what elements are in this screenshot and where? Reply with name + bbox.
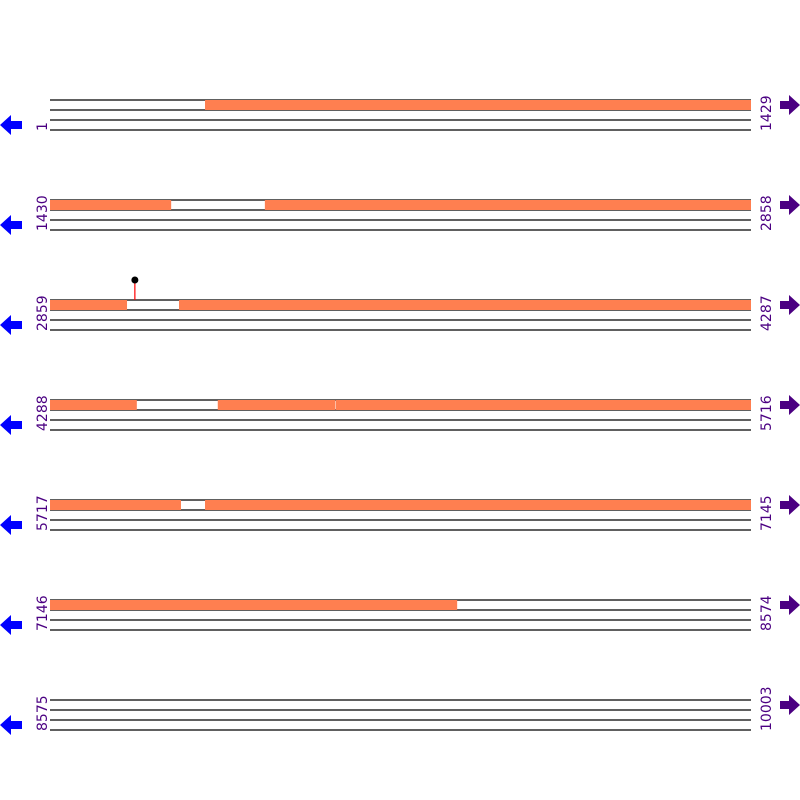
row-start-label: 8575: [35, 695, 51, 731]
row-start-label: 7146: [35, 595, 51, 631]
arrow-right-icon[interactable]: [780, 195, 800, 215]
feature-block[interactable]: [205, 500, 751, 510]
sequence-row: 5717 7145: [0, 495, 800, 535]
feature-block[interactable]: [50, 600, 458, 610]
feature-block[interactable]: [50, 200, 172, 210]
arrow-left-icon[interactable]: [0, 215, 22, 235]
arrow-left-icon[interactable]: [0, 715, 22, 735]
arrow-right-icon[interactable]: [780, 95, 800, 115]
row-start-label: 1430: [35, 195, 51, 231]
arrow-left-icon[interactable]: [0, 515, 22, 535]
sequence-row: 1 1429: [0, 95, 800, 135]
arrow-left-icon[interactable]: [0, 315, 22, 335]
row-end-label: 10003: [759, 686, 775, 731]
feature-block[interactable]: [50, 400, 137, 410]
row-end-label: 7145: [759, 495, 775, 531]
arrow-left-icon[interactable]: [0, 615, 22, 635]
feature-block[interactable]: [205, 100, 751, 110]
feature-block[interactable]: [50, 500, 181, 510]
row-end-label: 1429: [759, 95, 775, 131]
sequence-row: 2859 4287: [0, 276, 800, 335]
row-start-label: 5717: [35, 495, 51, 531]
row-start-label: 2859: [35, 295, 51, 331]
feature-block[interactable]: [264, 200, 751, 210]
arrow-right-icon[interactable]: [780, 495, 800, 515]
row-end-label: 4287: [759, 295, 775, 331]
feature-block[interactable]: [50, 300, 128, 310]
row-end-label: 8574: [759, 595, 775, 631]
row-start-label: 4288: [35, 395, 51, 431]
row-end-label: 2858: [759, 195, 775, 231]
sequence-row: 1430 2858: [0, 195, 800, 235]
sequence-row: 4288 5716: [0, 395, 800, 435]
arrow-right-icon[interactable]: [780, 595, 800, 615]
row-start-label: 1: [35, 122, 51, 131]
arrow-right-icon[interactable]: [780, 695, 800, 715]
marker-head[interactable]: [131, 276, 139, 284]
sequence-row: 7146 8574: [0, 595, 800, 635]
feature-block[interactable]: [217, 400, 336, 410]
arrow-right-icon[interactable]: [780, 395, 800, 415]
arrow-left-icon[interactable]: [0, 415, 22, 435]
arrow-left-icon[interactable]: [0, 115, 22, 135]
row-end-label: 5716: [759, 395, 775, 431]
arrow-right-icon[interactable]: [780, 295, 800, 315]
feature-block[interactable]: [179, 300, 752, 310]
sequence-row: 8575 10003: [0, 686, 800, 735]
feature-block[interactable]: [335, 400, 751, 410]
